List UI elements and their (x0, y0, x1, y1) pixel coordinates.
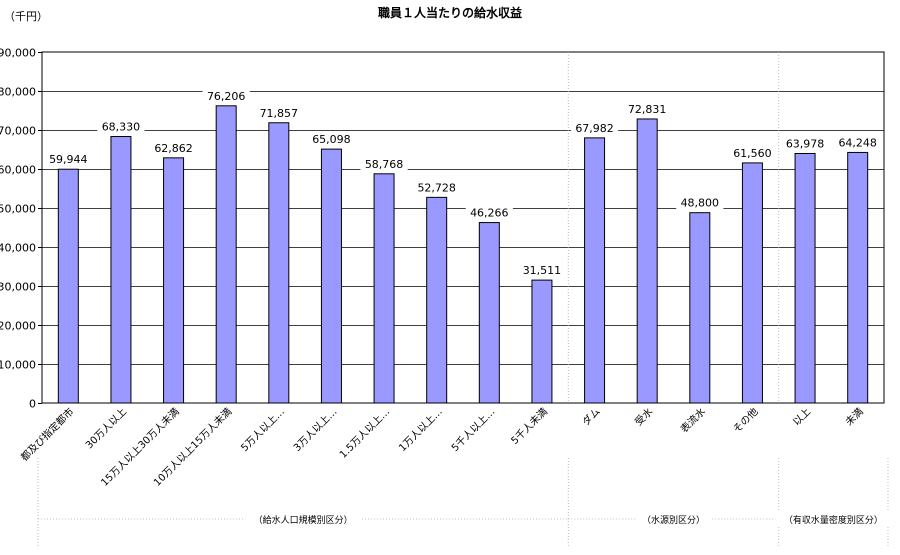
y-tick-label: 20,000 (0, 320, 36, 333)
value-label-bg (570, 120, 619, 135)
bar (584, 137, 606, 404)
bar (320, 148, 342, 404)
value-label: 64,248 (838, 136, 877, 149)
value-label: 62,862 (154, 142, 193, 155)
bar (847, 151, 869, 404)
value-label-bg (202, 88, 250, 103)
bar (478, 222, 500, 404)
x-tick-label: 5万人以上… (239, 406, 287, 454)
chart-title: 職員１人当たりの給水収益 (378, 5, 522, 20)
value-label-bg (360, 156, 408, 171)
bar (426, 196, 448, 404)
x-tick-label: 以上 (791, 406, 814, 429)
bar (689, 212, 711, 404)
x-tick-label: 3万人以上… (291, 406, 339, 454)
value-label-bg (149, 140, 198, 155)
value-label-bg (465, 205, 513, 220)
bar (794, 152, 816, 404)
value-label: 67,982 (575, 122, 614, 135)
x-tick-label: 表流水 (678, 405, 708, 435)
value-label: 65,098 (312, 133, 351, 146)
y-tick-label: 90,000 (0, 47, 36, 60)
value-label-bg (623, 101, 671, 116)
value-label: 59,944 (49, 153, 88, 166)
value-label: 61,560 (733, 147, 772, 160)
value-label: 31,511 (523, 264, 562, 277)
value-label: 48,800 (681, 197, 720, 210)
y-tick-label: 30,000 (0, 281, 36, 294)
value-label: 63,978 (786, 137, 825, 150)
y-tick-label: 80,000 (0, 86, 36, 99)
group-label-bg (775, 511, 892, 526)
value-label: 46,266 (470, 207, 509, 220)
value-label-bg (307, 132, 356, 147)
bar (110, 136, 132, 404)
group-label: （水源別区分） (642, 514, 705, 526)
value-label-bg (413, 180, 461, 195)
x-tick-label: 1.5万人以上… (337, 406, 392, 461)
value-label-bg (97, 119, 145, 134)
value-label-bg (676, 195, 724, 210)
y-unit-label: （千円） (4, 10, 48, 23)
y-tick-label: 60,000 (0, 164, 36, 177)
bar (531, 279, 553, 404)
y-tick-label: 40,000 (0, 242, 36, 255)
bar (373, 173, 395, 404)
plot-frame (41, 51, 885, 404)
value-label-bg (781, 136, 829, 151)
x-tick-label: 1万人以上… (396, 406, 444, 454)
value-label: 58,768 (365, 158, 404, 171)
x-tick-label: 5千人以上… (449, 406, 497, 454)
y-tick-label: 10,000 (0, 359, 36, 372)
bar (636, 118, 658, 404)
value-label: 76,206 (207, 90, 246, 103)
value-label-bg (44, 152, 92, 167)
y-tick-label: 50,000 (0, 203, 36, 216)
group-label: （給水人口規模別区分） (254, 514, 353, 526)
group-label-bg (245, 511, 362, 526)
x-tick-label: 30万人以上 (83, 406, 129, 452)
x-tick-label: その他 (730, 405, 760, 435)
value-labels: 59,944 68,330 62,862 76,206 71,857 65,098 58,7… (44, 88, 882, 278)
value-label: 71,857 (260, 107, 299, 120)
x-tick-label: 都及び指定都市 (18, 405, 77, 464)
bar (215, 105, 237, 404)
value-label-bg (518, 263, 566, 278)
value-label: 68,330 (102, 121, 141, 134)
x-tick-label: 未満 (843, 406, 866, 429)
bars (57, 105, 869, 404)
x-tick-label: ダム (579, 405, 602, 428)
value-label-bg (834, 135, 882, 150)
x-tick-label: 受水 (633, 406, 656, 429)
group-labels: （給水人口規模別区分） （水源別区分） （有収水量密度別区分） (37, 458, 892, 548)
value-label-bg (728, 145, 777, 160)
group-label: （有収水量密度別区分） (784, 514, 883, 526)
group-label-bg (635, 511, 712, 526)
y-tick-label: 0 (29, 398, 36, 411)
y-axis-ticks: 0 10,000 20,000 30,000 40,000 50,000 60,000 70,… (0, 47, 36, 411)
bar (163, 157, 185, 404)
value-label: 52,728 (417, 181, 456, 194)
bar (741, 162, 763, 404)
value-label: 72,831 (628, 103, 667, 116)
value-label-bg (255, 105, 303, 120)
y-tick-label: 70,000 (0, 125, 36, 138)
bar (268, 122, 290, 404)
bar (57, 168, 79, 404)
x-tick-label: 5千人未満 (509, 406, 550, 447)
